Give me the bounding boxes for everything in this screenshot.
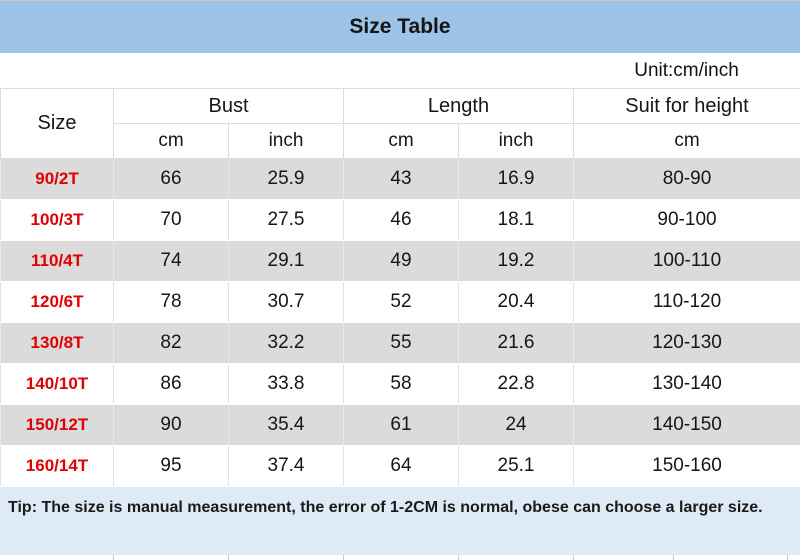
value-cell: 90-100 <box>574 200 800 241</box>
next-row-sliver <box>0 555 800 560</box>
size-cell: 150/12T <box>1 405 114 446</box>
value-cell: 95 <box>114 446 229 487</box>
value-cell: 130-140 <box>574 364 800 405</box>
value-cell: 24 <box>459 405 574 446</box>
subheader-length-inch: inch <box>459 124 574 159</box>
col-header-size: Size <box>1 89 114 159</box>
value-cell: 33.8 <box>229 364 344 405</box>
value-cell: 90 <box>114 405 229 446</box>
value-cell: 66 <box>114 159 229 200</box>
value-cell: 32.2 <box>229 323 344 364</box>
col-header-suit-for-height: Suit for height <box>574 89 800 124</box>
column-border-tick <box>228 555 229 560</box>
value-cell: 21.6 <box>459 323 574 364</box>
value-cell: 19.2 <box>459 241 574 282</box>
value-cell: 52 <box>344 282 459 323</box>
column-border-tick <box>787 555 788 560</box>
value-cell: 150-160 <box>574 446 800 487</box>
header-sub-row: cm inch cm inch cm <box>1 124 800 159</box>
value-cell: 20.4 <box>459 282 574 323</box>
col-header-bust: Bust <box>114 89 344 124</box>
value-cell: 46 <box>344 200 459 241</box>
value-cell: 22.8 <box>459 364 574 405</box>
column-border-tick <box>343 555 344 560</box>
table-title: Size Table <box>0 1 800 53</box>
size-cell: 130/8T <box>1 323 114 364</box>
value-cell: 86 <box>114 364 229 405</box>
subheader-bust-cm: cm <box>114 124 229 159</box>
value-cell: 58 <box>344 364 459 405</box>
value-cell: 80-90 <box>574 159 800 200</box>
unit-label: Unit:cm/inch <box>573 60 800 82</box>
value-cell: 16.9 <box>459 159 574 200</box>
value-cell: 70 <box>114 200 229 241</box>
tip-note: Tip: The size is manual measurement, the… <box>0 487 800 555</box>
value-cell: 27.5 <box>229 200 344 241</box>
size-cell: 110/4T <box>1 241 114 282</box>
size-cell: 140/10T <box>1 364 114 405</box>
value-cell: 64 <box>344 446 459 487</box>
table-title-text: Size Table <box>349 15 450 39</box>
value-cell: 49 <box>344 241 459 282</box>
value-cell: 140-150 <box>574 405 800 446</box>
value-cell: 25.9 <box>229 159 344 200</box>
value-cell: 29.1 <box>229 241 344 282</box>
value-cell: 30.7 <box>229 282 344 323</box>
subheader-suit-cm: cm <box>574 124 800 159</box>
size-table: Size Bust Length Suit for height cm inch… <box>0 88 800 487</box>
value-cell: 25.1 <box>459 446 574 487</box>
subheader-bust-inch: inch <box>229 124 344 159</box>
column-border-tick <box>573 555 574 560</box>
size-cell: 160/14T <box>1 446 114 487</box>
value-cell: 74 <box>114 241 229 282</box>
value-cell: 100-110 <box>574 241 800 282</box>
value-cell: 55 <box>344 323 459 364</box>
size-table-header: Size Bust Length Suit for height cm inch… <box>1 89 800 159</box>
unit-row: Unit:cm/inch <box>0 53 800 88</box>
value-cell: 82 <box>114 323 229 364</box>
value-cell: 110-120 <box>574 282 800 323</box>
value-cell: 78 <box>114 282 229 323</box>
header-group-row: Size Bust Length Suit for height <box>1 89 800 124</box>
column-border-tick <box>673 555 674 560</box>
column-border-tick <box>113 555 114 560</box>
value-cell: 18.1 <box>459 200 574 241</box>
value-cell: 35.4 <box>229 405 344 446</box>
value-cell: 37.4 <box>229 446 344 487</box>
value-cell: 43 <box>344 159 459 200</box>
value-cell: 61 <box>344 405 459 446</box>
column-border-tick <box>458 555 459 560</box>
subheader-length-cm: cm <box>344 124 459 159</box>
col-header-length: Length <box>344 89 574 124</box>
size-cell: 90/2T <box>1 159 114 200</box>
value-cell: 120-130 <box>574 323 800 364</box>
size-cell: 120/6T <box>1 282 114 323</box>
size-cell: 100/3T <box>1 200 114 241</box>
